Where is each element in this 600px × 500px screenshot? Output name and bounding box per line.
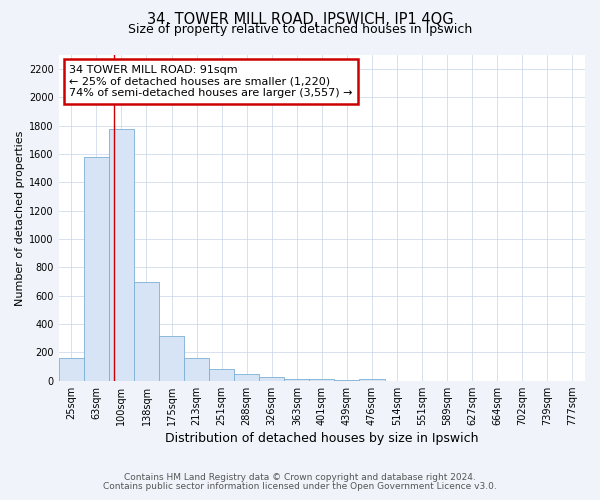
- Text: Contains public sector information licensed under the Open Government Licence v3: Contains public sector information licen…: [103, 482, 497, 491]
- Bar: [284, 378, 310, 380]
- Bar: [59, 358, 84, 380]
- X-axis label: Distribution of detached houses by size in Ipswich: Distribution of detached houses by size …: [165, 432, 479, 445]
- Text: 34 TOWER MILL ROAD: 91sqm
← 25% of detached houses are smaller (1,220)
74% of se: 34 TOWER MILL ROAD: 91sqm ← 25% of detac…: [70, 65, 353, 98]
- Y-axis label: Number of detached properties: Number of detached properties: [15, 130, 25, 306]
- Bar: [209, 370, 234, 380]
- Bar: [159, 336, 184, 380]
- Bar: [134, 282, 159, 380]
- Text: Size of property relative to detached houses in Ipswich: Size of property relative to detached ho…: [128, 22, 472, 36]
- Bar: [109, 128, 134, 380]
- Text: 34, TOWER MILL ROAD, IPSWICH, IP1 4QG: 34, TOWER MILL ROAD, IPSWICH, IP1 4QG: [146, 12, 454, 28]
- Bar: [359, 378, 385, 380]
- Text: Contains HM Land Registry data © Crown copyright and database right 2024.: Contains HM Land Registry data © Crown c…: [124, 474, 476, 482]
- Bar: [84, 157, 109, 380]
- Bar: [184, 358, 209, 380]
- Bar: [259, 377, 284, 380]
- Bar: [234, 374, 259, 380]
